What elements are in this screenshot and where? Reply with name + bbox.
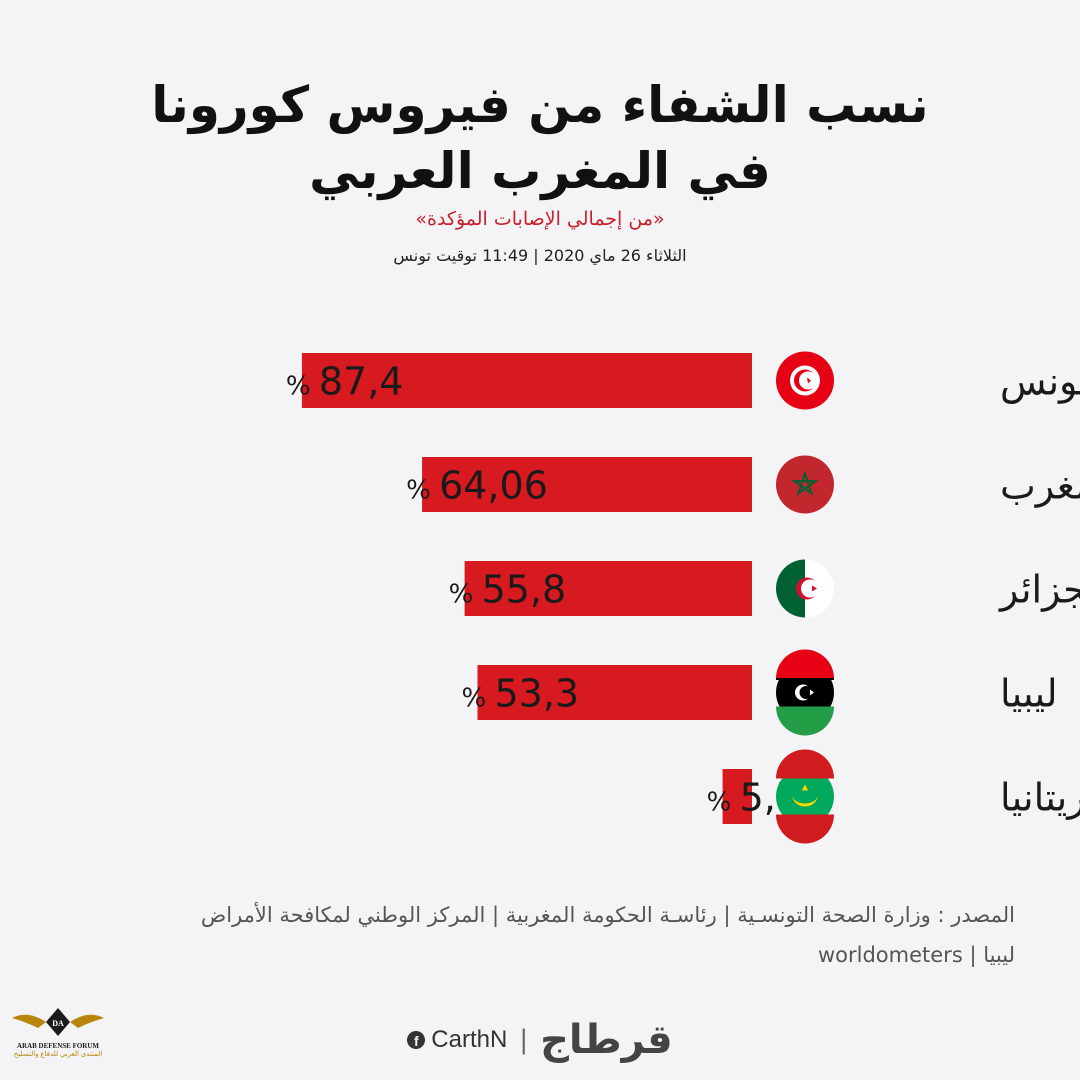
winged-emblem-icon: DA	[12, 1008, 104, 1036]
bar	[722, 769, 752, 824]
chart-row: 64,06 % المغرب	[406, 455, 1080, 514]
source-line-1: المصدر : وزارة الصحة التونسـية | رئاسـة …	[40, 895, 1015, 935]
value-label: 64,06 %	[406, 464, 548, 508]
bar	[301, 353, 752, 408]
title-line-1: نسب الشفاء من فيروس كورونا	[151, 76, 929, 134]
watermark-initials: DA	[52, 1019, 64, 1028]
category-label: تونس	[1000, 360, 1080, 405]
libya-flag-icon	[776, 649, 834, 736]
facebook-handle: CarthN	[431, 1026, 508, 1053]
facebook-icon: f	[407, 1031, 426, 1049]
brand-logo: قرطاج	[540, 1017, 673, 1063]
chart-subtitle: «من إجمالي الإصابات المؤكدة»	[415, 208, 665, 230]
value-label: 87,4 %	[286, 360, 404, 404]
footer-separator: |	[519, 1025, 529, 1055]
bar	[422, 457, 752, 512]
source-line-2: ليبيا | worldometers	[817, 943, 1015, 967]
bar	[464, 561, 752, 616]
morocco-flag-icon	[776, 455, 834, 514]
chart-title: نسب الشفاء من فيروس كورونا في المغرب الع…	[0, 72, 1080, 204]
source-text-1: وزارة الصحة التونسـية | رئاسـة الحكومة ا…	[200, 903, 931, 927]
algeria-flag-icon	[776, 559, 834, 618]
tunisia-flag-icon	[776, 351, 834, 410]
category-label: موريتانيا	[1000, 776, 1080, 821]
chart-row: 87,4 % تونس	[286, 351, 1080, 410]
watermark-english: ARAB DEFENSE FORUM	[16, 1042, 100, 1050]
chart-row: 55,8 % الجزائر	[449, 559, 1080, 618]
facebook-link[interactable]: f CarthN	[407, 1026, 507, 1054]
value-label: 55,8 %	[449, 568, 567, 612]
watermark-logo: DA ARAB DEFENSE FORUM المنتدى العربي للد…	[8, 1000, 108, 1075]
timestamp: الثلاثاء 26 ماي 2020 | 11:49 توقيت تونس	[393, 246, 687, 265]
watermark-arabic: المنتدى العربي للدفاع والتسليح	[13, 1050, 103, 1058]
value-label: 53,3 %	[462, 672, 580, 716]
category-label: ليبيا	[1000, 672, 1058, 716]
bar	[477, 665, 752, 720]
footer: f CarthN | قرطاج	[0, 1010, 1080, 1070]
bar-chart: 87,4 % تونس 64,06 % المغرب 55,8 % الجزائر 53,3…	[286, 351, 1080, 844]
title-line-2: في المغرب العربي	[309, 142, 771, 200]
source-label: المصدر :	[937, 903, 1016, 927]
category-label: المغرب	[1000, 464, 1080, 509]
chart-row: 5,7 %موريتانيا	[707, 749, 1080, 844]
chart-row: 53,3 % ليبيا	[462, 649, 1058, 736]
mauritania-flag-icon	[776, 749, 834, 844]
category-label: الجزائر	[998, 568, 1080, 613]
source-block: المصدر : وزارة الصحة التونسـية | رئاسـة …	[40, 895, 1015, 975]
